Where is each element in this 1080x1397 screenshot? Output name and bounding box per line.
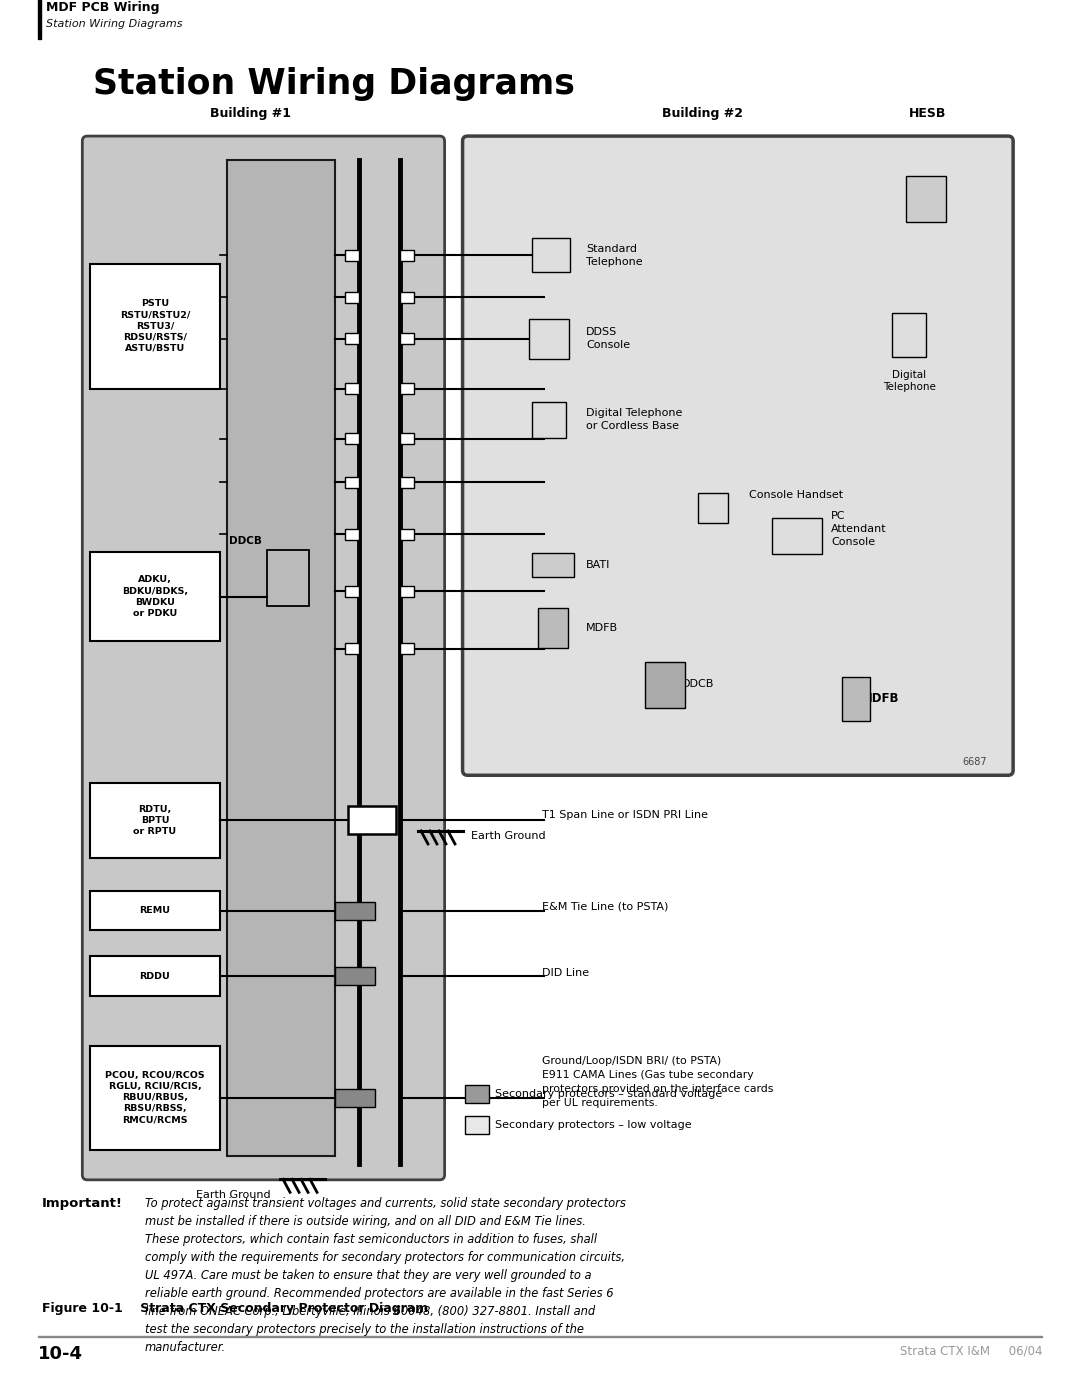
Bar bbox=[38, 1336, 1042, 1337]
Bar bbox=[335, 901, 375, 919]
Bar bbox=[698, 493, 728, 524]
Bar bbox=[90, 264, 219, 388]
Text: DDCB: DDCB bbox=[681, 679, 714, 689]
Text: Secondary protectors – low voltage: Secondary protectors – low voltage bbox=[495, 1120, 691, 1130]
Bar bbox=[335, 967, 375, 985]
Bar bbox=[346, 643, 360, 654]
Bar bbox=[346, 585, 360, 597]
Text: ADKU,
BDKU/BDKS,
BWDKU
or PDKU: ADKU, BDKU/BDKS, BWDKU or PDKU bbox=[122, 576, 188, 617]
Bar bbox=[531, 402, 566, 437]
Text: PSTU
RSTU/RSTU2/
RSTU3/
RDSU/RSTS/
ASTU/BSTU: PSTU RSTU/RSTU2/ RSTU3/ RDSU/RSTS/ ASTU/… bbox=[120, 299, 190, 353]
Bar bbox=[346, 250, 360, 261]
Bar bbox=[90, 891, 219, 930]
Text: HESB: HESB bbox=[909, 108, 947, 120]
Bar bbox=[346, 383, 360, 394]
Text: Earth Ground: Earth Ground bbox=[197, 1190, 271, 1200]
Bar bbox=[401, 383, 415, 394]
Text: CSU: CSU bbox=[357, 813, 386, 827]
Text: Secondary protectors – standard voltage: Secondary protectors – standard voltage bbox=[495, 1088, 723, 1098]
Text: PC
Attendant
Console: PC Attendant Console bbox=[831, 511, 887, 548]
Bar bbox=[90, 552, 219, 641]
Text: Figure 10-1    Strata CTX Secondary Protector Diagram: Figure 10-1 Strata CTX Secondary Protect… bbox=[42, 1302, 429, 1315]
Bar bbox=[464, 1084, 489, 1102]
Bar bbox=[346, 528, 360, 539]
Bar bbox=[348, 806, 395, 834]
Bar bbox=[346, 292, 360, 303]
Text: Earth Ground: Earth Ground bbox=[471, 831, 545, 841]
Bar bbox=[90, 782, 219, 858]
Bar bbox=[645, 662, 685, 708]
Text: DDCB: DDCB bbox=[229, 536, 261, 546]
Text: MDF PCB Wiring: MDF PCB Wiring bbox=[46, 1, 160, 14]
Bar bbox=[401, 643, 415, 654]
Text: DDSS
Console: DDSS Console bbox=[586, 327, 630, 351]
Text: Station Wiring Diagrams: Station Wiring Diagrams bbox=[46, 20, 183, 29]
Bar bbox=[401, 250, 415, 261]
Text: Ground/Loop/ISDN BRI/ (to PSTA)
E911 CAMA Lines (Gas tube secondary
protectors p: Ground/Loop/ISDN BRI/ (to PSTA) E911 CAM… bbox=[542, 1056, 773, 1108]
Bar bbox=[346, 433, 360, 444]
Text: REMU: REMU bbox=[139, 907, 171, 915]
Bar bbox=[842, 676, 870, 721]
Text: T1 Span Line or ISDN PRI Line: T1 Span Line or ISDN PRI Line bbox=[542, 810, 708, 820]
Bar bbox=[267, 550, 309, 606]
Bar bbox=[401, 585, 415, 597]
Text: RDDU: RDDU bbox=[139, 972, 171, 981]
Bar bbox=[90, 957, 219, 996]
Text: DID Line: DID Line bbox=[542, 968, 590, 978]
Bar bbox=[90, 1046, 219, 1150]
FancyBboxPatch shape bbox=[462, 136, 1013, 775]
Bar bbox=[401, 292, 415, 303]
Bar bbox=[532, 553, 575, 577]
Bar bbox=[538, 608, 568, 648]
Bar bbox=[335, 1088, 375, 1106]
Text: Console Handset: Console Handset bbox=[750, 490, 843, 500]
Text: Digital
Telephone: Digital Telephone bbox=[883, 370, 935, 393]
Bar bbox=[227, 159, 335, 1157]
Bar bbox=[401, 528, 415, 539]
Bar bbox=[401, 476, 415, 488]
Text: 6687: 6687 bbox=[962, 757, 987, 767]
Bar bbox=[532, 239, 570, 272]
Text: To protect against transient voltages and currents, solid state secondary protec: To protect against transient voltages an… bbox=[145, 1197, 626, 1354]
Text: PCOU, RCOU/RCOS
RGLU, RCIU/RCIS,
RBUU/RBUS,
RBSU/RBSS,
RMCU/RCMS: PCOU, RCOU/RCOS RGLU, RCIU/RCIS, RBUU/RB… bbox=[105, 1071, 205, 1125]
Text: Station Wiring Diagrams: Station Wiring Diagrams bbox=[93, 67, 575, 101]
Bar bbox=[401, 332, 415, 344]
Text: MDFB: MDFB bbox=[861, 692, 900, 705]
Bar bbox=[346, 332, 360, 344]
Text: Standard
Telephone: Standard Telephone bbox=[586, 244, 643, 267]
Text: E&M Tie Line (to PSTA): E&M Tie Line (to PSTA) bbox=[542, 901, 669, 911]
Bar bbox=[346, 476, 360, 488]
Bar bbox=[401, 433, 415, 444]
Text: Digital Telephone
or Cordless Base: Digital Telephone or Cordless Base bbox=[586, 408, 683, 432]
Text: RDTU,
BPTU
or RPTU: RDTU, BPTU or RPTU bbox=[133, 805, 176, 835]
Bar bbox=[892, 313, 927, 356]
Bar bbox=[464, 1116, 489, 1134]
Text: Building #2: Building #2 bbox=[662, 108, 743, 120]
Text: BATI: BATI bbox=[586, 560, 610, 570]
Text: Important!: Important! bbox=[42, 1197, 123, 1210]
Bar bbox=[772, 518, 822, 555]
Bar bbox=[38, 0, 41, 39]
Bar bbox=[906, 176, 946, 222]
Text: Building #1: Building #1 bbox=[210, 108, 291, 120]
FancyBboxPatch shape bbox=[82, 136, 445, 1180]
Text: Strata CTX I&M     06/04: Strata CTX I&M 06/04 bbox=[900, 1345, 1042, 1358]
Text: 10-4: 10-4 bbox=[38, 1345, 83, 1363]
Bar bbox=[529, 319, 569, 359]
Text: MDFB: MDFB bbox=[586, 623, 618, 633]
